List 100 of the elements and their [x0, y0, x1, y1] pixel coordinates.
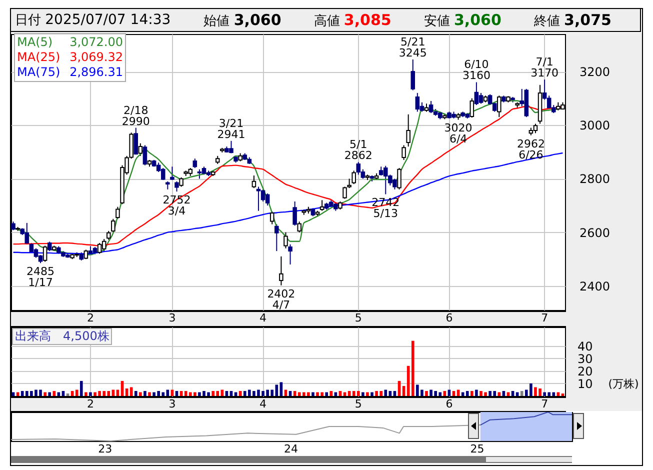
candlestick	[174, 180, 179, 192]
candlestick	[97, 242, 102, 254]
x-tick-label: 6	[446, 312, 453, 324]
title-box: 出来高 4,500株	[12, 328, 112, 345]
bar	[80, 380, 83, 396]
bar	[498, 392, 501, 396]
bar	[448, 390, 451, 396]
bar	[170, 390, 174, 396]
candlestick	[478, 92, 484, 104]
bar	[116, 390, 120, 396]
y-axis-title: (万株)	[608, 378, 639, 390]
candlestick	[406, 114, 410, 148]
bar	[16, 392, 20, 396]
x-tick-label: 7	[541, 398, 548, 410]
info-bar: 日付 2025/07/07 14:33 始値 3,060 高値 3,085 安値 3,060 終値 3,075	[10, 8, 641, 32]
bar	[130, 387, 133, 396]
y-tick-label: 3200	[580, 65, 610, 80]
bar	[425, 390, 428, 396]
candlestick	[470, 98, 474, 118]
y-tick-label: 3000	[580, 118, 610, 133]
bar	[470, 390, 474, 396]
x-tick-label: 3	[168, 312, 176, 324]
annotation: 6/10 3160	[462, 58, 490, 82]
candlestick	[428, 100, 434, 114]
bar	[166, 390, 170, 396]
line-series	[12, 152, 564, 254]
bar	[411, 340, 414, 396]
bar	[44, 392, 46, 396]
bar	[366, 392, 369, 396]
bar	[48, 392, 52, 396]
bar	[556, 392, 560, 396]
bar	[52, 390, 56, 396]
x-tick-label: 4	[260, 398, 267, 410]
bar	[334, 392, 338, 396]
y-tick-label: 2600	[580, 226, 610, 240]
x-tick-label: 2	[86, 312, 94, 324]
x-tick-label: 7	[541, 312, 548, 324]
y-tick-label: 40	[578, 339, 593, 354]
x-tick-label: 5	[354, 312, 362, 324]
candlestick	[352, 170, 356, 185]
x-tick-label: 2	[86, 398, 94, 410]
bar	[456, 390, 460, 396]
bar	[325, 392, 328, 396]
bar	[139, 392, 142, 396]
candlestick	[42, 245, 48, 262]
candlestick	[474, 82, 479, 106]
bar	[461, 392, 464, 396]
candlestick	[533, 123, 538, 134]
y-tick-label: 30	[578, 352, 593, 366]
bar	[506, 392, 510, 396]
bar	[312, 392, 314, 396]
candlestick	[111, 218, 116, 233]
annotation: 2/18 2990	[122, 104, 150, 128]
candlestick	[192, 158, 198, 168]
candlestick	[256, 186, 261, 212]
candlestick	[284, 232, 288, 249]
candlestick	[274, 224, 279, 252]
candlestick	[356, 162, 361, 176]
x-tick-label: 23	[98, 442, 112, 456]
annotation: 3020 6/4	[444, 122, 472, 146]
bar	[362, 392, 364, 396]
candlestick	[252, 174, 256, 189]
x-tick-label: 5	[354, 398, 362, 410]
y-tick-label: 2400	[580, 279, 610, 294]
candlestick	[197, 168, 202, 180]
bar	[148, 392, 151, 396]
bar	[84, 392, 88, 396]
candlestick	[415, 92, 420, 112]
candlestick	[160, 167, 166, 181]
candlestick	[288, 244, 292, 265]
bar	[384, 390, 388, 396]
candlestick	[397, 167, 402, 190]
x-tick-label: 25	[470, 442, 484, 456]
candlestick	[116, 206, 120, 220]
bar	[234, 392, 238, 396]
candlestick	[320, 200, 324, 212]
bar	[330, 390, 333, 396]
annotation: 7/1 3170	[530, 56, 559, 80]
bar	[12, 392, 15, 396]
bar	[475, 390, 478, 396]
y-tick-label: 2800	[580, 172, 610, 186]
y-tick-label: 10	[578, 376, 593, 391]
candlestick	[179, 176, 184, 188]
bar	[520, 390, 524, 396]
candlestick	[260, 188, 266, 202]
candlestick	[270, 210, 274, 225]
legend-box: MA(5) 3,072.00 MA(25) 3,069.32 MA(75) 2,896.31	[14, 33, 126, 82]
bar	[284, 390, 288, 396]
bar	[57, 392, 60, 396]
candlestick	[102, 238, 106, 252]
y-tick-label: 20	[578, 364, 593, 378]
candlestick	[497, 95, 502, 118]
candlestick	[138, 142, 143, 156]
candlestick	[292, 200, 297, 226]
bar	[144, 390, 146, 396]
x-tick-label: 6	[446, 398, 453, 410]
candlestick	[297, 221, 302, 233]
bar	[516, 392, 519, 396]
candlestick	[265, 192, 270, 206]
x-tick-label: 4	[260, 312, 267, 324]
